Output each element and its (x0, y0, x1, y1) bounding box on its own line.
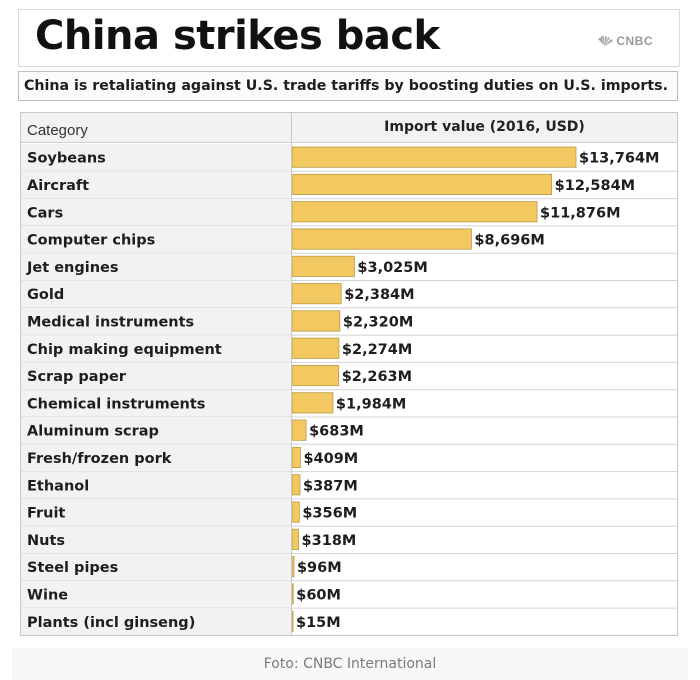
caption-text: Foto: CNBC International (263, 656, 437, 672)
bar (291, 173, 553, 195)
bar (291, 501, 300, 523)
category-cell (21, 553, 291, 581)
value-label: $387M (303, 478, 358, 494)
logo-text: CNBC (616, 34, 653, 48)
value-column-header: Import value (2016, USD) (384, 119, 585, 135)
value-label: $318M (302, 533, 357, 549)
value-label: $8,696M (474, 233, 544, 249)
bar (291, 255, 355, 277)
category-cell (21, 171, 291, 199)
value-label: $15M (296, 615, 341, 631)
bar (291, 446, 301, 468)
value-label: $1,984M (336, 396, 406, 412)
value-label: $96M (297, 560, 342, 576)
category-label: Scrap paper (27, 369, 127, 385)
bar (291, 201, 538, 223)
bar (291, 146, 577, 168)
category-label: Plants (incl ginseng) (27, 615, 195, 631)
category-label: Aircraft (27, 178, 89, 194)
category-cell (21, 444, 291, 472)
photo-caption: Foto: CNBC International (12, 648, 688, 680)
category-cell (21, 198, 291, 226)
bar (291, 474, 301, 496)
bar (291, 528, 299, 550)
category-cell (21, 362, 291, 390)
column-header-row (21, 113, 677, 143)
cnbc-logo: CNBC (596, 34, 653, 48)
category-label: Chip making equipment (27, 342, 222, 358)
bar (291, 228, 472, 250)
peacock-icon (598, 35, 614, 46)
subtitle: China is retaliating against U.S. trade … (24, 78, 668, 94)
category-label: Soybeans (27, 151, 106, 167)
category-label: Fresh/frozen pork (27, 451, 172, 467)
category-cell (21, 498, 291, 527)
category-label: Jet engines (26, 260, 119, 276)
bar (291, 310, 341, 332)
value-label: $60M (296, 587, 341, 603)
header: China strikes back CNBC (18, 9, 680, 67)
category-cell (21, 307, 291, 336)
bar (291, 610, 294, 632)
bar-chart: Soybeans $13,764M Aircraft $12,584M Cars $11,… (21, 144, 677, 635)
page-title: China strikes back (35, 13, 440, 59)
category-label: Wine (27, 587, 68, 603)
category-label: Gold (27, 287, 64, 303)
category-cell (21, 253, 291, 281)
value-label: $2,274M (342, 342, 412, 358)
bar (291, 392, 334, 414)
category-cell (21, 608, 291, 635)
value-label: $2,320M (343, 314, 413, 330)
value-label: $683M (309, 424, 364, 440)
category-cell (21, 417, 291, 445)
category-cell (21, 225, 291, 254)
category-label: Aluminum scrap (27, 424, 159, 440)
category-cell (21, 526, 291, 554)
bar (291, 556, 295, 578)
category-label: Steel pipes (27, 560, 118, 576)
category-label: Computer chips (27, 233, 155, 249)
category-label: Medical instruments (27, 314, 194, 330)
bar (291, 583, 294, 605)
category-cell (21, 580, 291, 609)
value-label: $409M (303, 451, 358, 467)
category-label: Nuts (27, 533, 65, 549)
category-label: Cars (27, 205, 63, 221)
category-label: Ethanol (27, 478, 89, 494)
value-label: $11,876M (540, 205, 620, 221)
category-cell (21, 389, 291, 417)
category-cell (21, 144, 291, 172)
bar (291, 283, 342, 305)
category-column-header: Category (27, 122, 88, 139)
chart-table: Soybeans $13,764M Aircraft $12,584M Cars $11,… (20, 112, 678, 636)
value-label: $2,384M (344, 287, 414, 303)
subtitle-box: China is retaliating against U.S. trade … (18, 71, 678, 101)
category-label: Chemical instruments (27, 396, 205, 412)
category-cell (21, 280, 291, 308)
bar (291, 337, 340, 359)
category-cell (21, 471, 291, 499)
value-label: $12,584M (555, 178, 635, 194)
value-label: $3,025M (357, 260, 427, 276)
value-label: $2,263M (342, 369, 412, 385)
value-label: $356M (302, 506, 357, 522)
value-label: $13,764M (579, 151, 659, 167)
bar (291, 419, 307, 441)
column-divider (291, 113, 292, 635)
category-cell (21, 335, 291, 363)
bar (291, 364, 340, 387)
category-label: Fruit (27, 506, 65, 522)
